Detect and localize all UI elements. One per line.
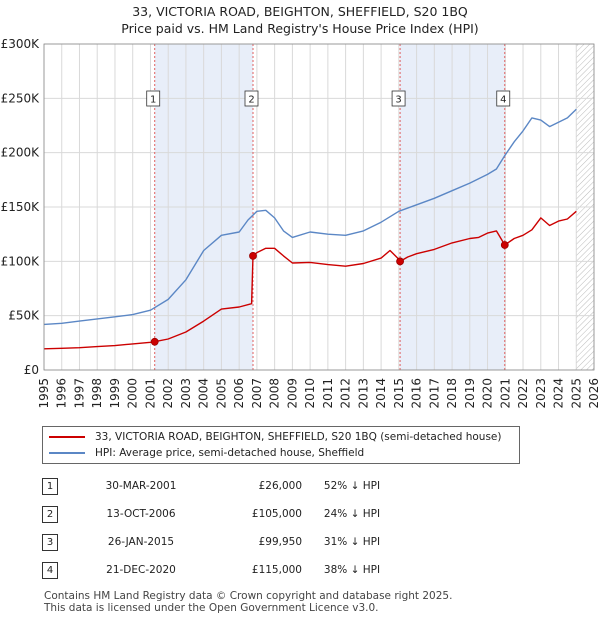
x-tick-label: 2012 <box>339 378 353 409</box>
legend-swatch-hpi <box>49 452 85 454</box>
chart-subtitle: Price paid vs. HM Land Registry's House … <box>121 21 479 36</box>
sale-date: 21-DEC-2020 <box>106 564 176 576</box>
x-tick-label: 2015 <box>392 378 406 409</box>
footer: Contains HM Land Registry data © Crown c… <box>44 590 452 614</box>
x-tick-label: 2011 <box>321 378 335 409</box>
sale-hpi-diff: 24% ↓ HPI <box>323 508 381 520</box>
legend-label-property: 33, VICTORIA ROAD, BEIGHTON, SHEFFIELD, … <box>95 431 502 443</box>
x-tick-label: 2007 <box>250 378 264 409</box>
sale-point <box>150 337 159 346</box>
x-tick-label: 2026 <box>587 378 600 409</box>
legend-label-hpi: HPI: Average price, semi-detached house,… <box>95 447 365 459</box>
sales-table: 1 30-MAR-2001 £26,000 52% ↓ HPI 2 13-OCT… <box>42 472 402 584</box>
sale-marker-box <box>391 90 406 107</box>
sale-marker-badge: 2 <box>42 505 58 523</box>
sale-price: £99,950 <box>258 536 302 548</box>
sale-hpi-diff: 52% ↓ HPI <box>323 480 381 492</box>
x-tick-label: 1995 <box>37 378 51 409</box>
x-tick-label: 2004 <box>197 378 211 409</box>
sale-marker-box <box>496 90 511 107</box>
table-row: 3 26-JAN-2015 £99,950 31% ↓ HPI <box>42 528 402 556</box>
x-tick-label: 2019 <box>463 378 477 409</box>
sale-marker-label: 1 <box>150 95 156 106</box>
property-series-line <box>43 210 577 350</box>
sale-point <box>249 251 257 260</box>
sale-point <box>396 257 404 266</box>
x-tick-label: 2024 <box>552 378 566 409</box>
x-tick-label: 2021 <box>498 378 512 409</box>
x-tick-label: 2000 <box>126 378 140 409</box>
sale-marker-label: 4 <box>500 95 506 106</box>
table-row: 4 21-DEC-2020 £115,000 38% ↓ HPI <box>42 556 402 584</box>
x-tick-label: 1996 <box>55 378 69 409</box>
sale-marker-badge: 4 <box>42 561 58 579</box>
x-tick-label: 2002 <box>161 378 175 409</box>
sale-marker-box <box>146 90 161 107</box>
table-row: 2 13-OCT-2006 £105,000 24% ↓ HPI <box>42 500 402 528</box>
x-tick-label: 1997 <box>72 378 86 409</box>
legend: 33, VICTORIA ROAD, BEIGHTON, SHEFFIELD, … <box>42 426 520 464</box>
x-tick-label: 1998 <box>90 378 104 409</box>
x-tick-label: 2013 <box>356 378 370 409</box>
x-tick-label: 2025 <box>569 378 583 409</box>
sale-date: 30-MAR-2001 <box>105 480 177 492</box>
x-tick-label: 1999 <box>108 378 122 409</box>
sale-marker-label: 2 <box>248 95 254 106</box>
plot-frame <box>43 43 595 371</box>
footer-licence: This data is licensed under the Open Gov… <box>44 602 379 614</box>
chart-title: 33, VICTORIA ROAD, BEIGHTON, SHEFFIELD, … <box>132 4 468 19</box>
x-tick-label: 2005 <box>214 378 228 409</box>
x-tick-label: 2003 <box>179 378 193 409</box>
sale-price: £105,000 <box>251 508 302 520</box>
sale-hpi-diff: 38% ↓ HPI <box>323 564 381 576</box>
x-tick-label: 2020 <box>481 378 495 409</box>
sale-marker-box <box>244 90 259 107</box>
sale-date: 13-OCT-2006 <box>106 508 176 520</box>
legend-item-property: 33, VICTORIA ROAD, BEIGHTON, SHEFFIELD, … <box>49 429 502 445</box>
y-tick-label: £0 <box>24 363 39 377</box>
x-tick-label: 2006 <box>232 378 246 409</box>
sale-price: £115,000 <box>251 564 302 576</box>
sale-date: 26-JAN-2015 <box>107 536 175 548</box>
sale-marker-badge: 1 <box>42 477 58 495</box>
x-tick-label: 2009 <box>285 378 299 409</box>
y-tick-label: £50K <box>8 309 40 323</box>
sale-price: £26,000 <box>258 480 302 492</box>
table-row: 1 30-MAR-2001 £26,000 52% ↓ HPI <box>42 472 402 500</box>
price-chart: 1 2 3 4 £0 £50K £100K £150K £200K £250K £300K 1995… <box>1 37 600 409</box>
x-tick-label: 2014 <box>374 378 388 409</box>
sale-point <box>500 241 509 249</box>
hpi-series-line <box>43 108 577 326</box>
legend-item-hpi: HPI: Average price, semi-detached house,… <box>49 445 364 461</box>
x-tick-label: 2001 <box>143 378 157 409</box>
y-tick-label: £200K <box>1 146 41 160</box>
legend-swatch-property <box>49 436 85 438</box>
x-tick-label: 2022 <box>516 378 530 409</box>
sale-marker-label: 3 <box>395 95 401 106</box>
x-tick-label: 2008 <box>268 378 282 409</box>
x-tick-label: 2023 <box>534 378 548 409</box>
y-tick-label: £250K <box>1 91 41 105</box>
y-tick-label: £300K <box>1 37 41 51</box>
x-tick-label: 2017 <box>427 378 441 409</box>
y-tick-label: £150K <box>1 200 41 214</box>
sale-marker-badge: 3 <box>42 533 58 551</box>
sale-hpi-diff: 31% ↓ HPI <box>323 536 381 548</box>
x-tick-label: 2018 <box>445 378 459 409</box>
footer-copyright: Contains HM Land Registry data © Crown c… <box>44 590 453 602</box>
x-tick-label: 2010 <box>303 378 317 409</box>
x-tick-label: 2016 <box>410 378 424 409</box>
y-tick-label: £100K <box>1 254 41 268</box>
